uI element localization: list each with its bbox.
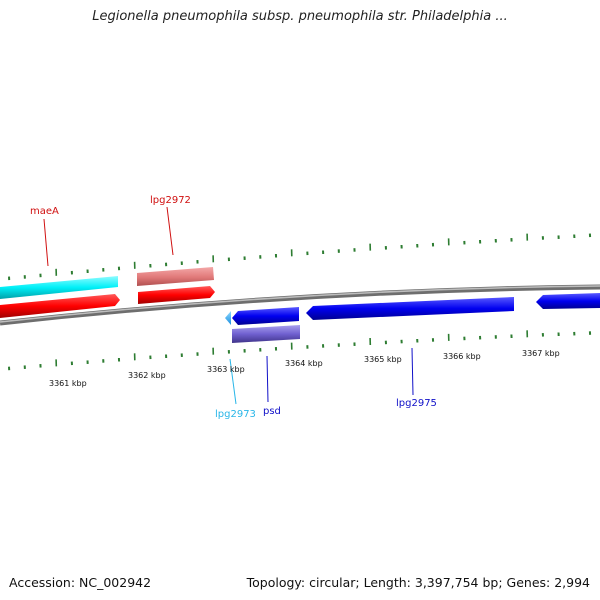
gene-label-lpg2975[interactable]: lpg2975 — [396, 398, 437, 409]
gene-psd-purple[interactable] — [232, 325, 300, 343]
inner-tick-row — [8, 330, 592, 371]
tick-label-3363: 3363 kbp — [207, 365, 245, 374]
tick-label-3364: 3364 kbp — [285, 359, 323, 368]
gene-lpg2972-red[interactable] — [138, 286, 215, 304]
gene-maeA-red[interactable] — [0, 294, 120, 318]
accession-label: Accession: NC_002942 — [9, 575, 152, 590]
tick-label-3361: 3361 kbp — [49, 379, 87, 388]
gene-label-lpg2972[interactable]: lpg2972 — [150, 195, 191, 206]
gene-psd-blue[interactable] — [232, 307, 299, 325]
gene-lpg2975[interactable] — [306, 297, 514, 320]
tick-label-3362: 3362 kbp — [128, 371, 166, 380]
gene-lpg2973[interactable] — [225, 311, 231, 325]
genome-backbone — [0, 284, 600, 326]
lpg2972-leader — [166, 206, 174, 256]
tick-label-3367: 3367 kbp — [522, 349, 560, 358]
tick-label-3365: 3365 kbp — [364, 355, 402, 364]
tick-label-3366: 3366 kbp — [443, 352, 481, 361]
gene-maeA-cyan[interactable] — [0, 276, 118, 299]
lpg2975-leader — [411, 347, 414, 396]
gene-lpg2972-pink[interactable] — [137, 267, 214, 286]
gene-next-blue[interactable] — [536, 293, 600, 309]
map-title: Legionella pneumophila subsp. pneumophil… — [92, 9, 508, 24]
gene-label-maeA[interactable]: maeA — [30, 206, 59, 217]
gene-label-lpg2973[interactable]: lpg2973 — [215, 409, 256, 420]
lpg2973-leader — [229, 358, 237, 405]
gene-label-psd[interactable]: psd — [263, 406, 281, 417]
genome-backbone-highlight — [0, 285, 600, 323]
psd-leader — [266, 355, 269, 403]
topology-summary: Topology: circular; Length: 3,397,754 bp… — [246, 575, 590, 590]
outer-tick-row — [8, 233, 592, 281]
maeA-leader — [43, 218, 49, 267]
